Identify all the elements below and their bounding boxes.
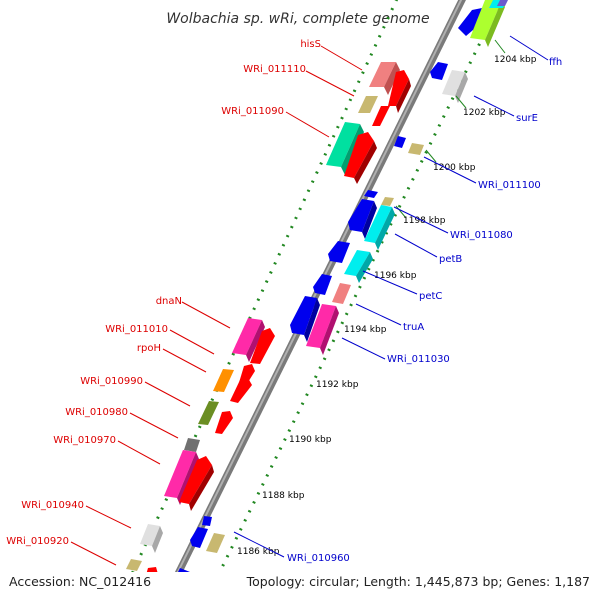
gene-arrow-hisS[interactable] bbox=[388, 70, 411, 113]
gene-arrow-WRi_010920[interactable] bbox=[114, 567, 158, 596]
inner-dotted-track bbox=[131, 0, 399, 572]
label-ffh[interactable]: ffh bbox=[549, 57, 562, 68]
label-WRi_011100[interactable]: WRi_011100 bbox=[478, 180, 541, 191]
label-petC[interactable]: petC bbox=[419, 291, 442, 302]
label-hisS[interactable]: hisS bbox=[300, 39, 321, 50]
gene-block-petB[interactable] bbox=[344, 250, 373, 283]
gene-arrow-WRi_010990[interactable] bbox=[215, 411, 233, 434]
gene-block-WRi_010960[interactable] bbox=[206, 533, 225, 553]
label-surE[interactable]: surE bbox=[516, 113, 538, 124]
gene-block-truA[interactable] bbox=[306, 304, 339, 355]
label-leader-lines bbox=[70, 35, 549, 566]
gene-arrow-bottom-blue[interactable] bbox=[176, 568, 190, 580]
label-WRi_011030[interactable]: WRi_011030 bbox=[387, 354, 450, 365]
gene-arrow-rpoH[interactable] bbox=[230, 378, 252, 403]
gene-arrow-WRi_011080[interactable] bbox=[348, 190, 378, 239]
kbp-label-1194: 1194 kbp bbox=[344, 325, 387, 335]
gene-arrow-WRi_010970[interactable] bbox=[179, 456, 214, 511]
gene-block-surE[interactable] bbox=[442, 70, 468, 103]
gene-arrow-WRi_011110[interactable] bbox=[372, 106, 390, 126]
gene-arrow-petC[interactable] bbox=[313, 274, 332, 295]
kbp-label-1196: 1196 kbp bbox=[374, 271, 417, 281]
kbp-label-1186: 1186 kbp bbox=[237, 547, 280, 557]
gene-block-petC[interactable] bbox=[332, 283, 351, 304]
label-WRi_011110[interactable]: WRi_011110 bbox=[243, 64, 306, 75]
label-truA[interactable]: truA bbox=[403, 322, 424, 333]
label-petB[interactable]: petB bbox=[439, 254, 462, 265]
label-dnaN[interactable]: dnaN bbox=[156, 296, 182, 307]
right-gene-labels: ffh surE WRi_011100 WRi_011080 petB petC… bbox=[287, 57, 562, 564]
gene-arrow-petB[interactable] bbox=[328, 241, 350, 263]
label-WRi_010960[interactable]: WRi_010960 bbox=[287, 553, 350, 564]
kbp-ticks: 1204 kbp 1202 kbp 1200 kbp 1198 kbp 1196… bbox=[237, 39, 537, 557]
gene-arrow-dnaN[interactable] bbox=[250, 328, 275, 364]
kbp-label-1188: 1188 kbp bbox=[262, 491, 305, 501]
map-title: Wolbachia sp. wRi, complete genome bbox=[166, 11, 429, 27]
label-WRi_011010[interactable]: WRi_011010 bbox=[105, 324, 168, 335]
label-WRi_010970[interactable]: WRi_010970 bbox=[53, 435, 116, 446]
gene-block-WRi_011100[interactable] bbox=[408, 143, 424, 155]
gene-block-rpoH[interactable] bbox=[213, 369, 234, 392]
gene-arrow-WRi_011100[interactable] bbox=[394, 136, 406, 148]
gene-block-WRi_010920[interactable] bbox=[126, 559, 142, 571]
gene-block-bottom-small[interactable] bbox=[206, 572, 218, 582]
gene-block-dnaN[interactable] bbox=[232, 318, 265, 362]
gene-arrow-WRi_010960[interactable] bbox=[190, 516, 212, 548]
gene-block-ffh[interactable] bbox=[470, 0, 508, 47]
gene-block-hisS[interactable] bbox=[369, 62, 400, 95]
gene-block-WRi_011110[interactable] bbox=[358, 96, 378, 113]
kbp-label-1190: 1190 kbp bbox=[289, 435, 332, 445]
left-gene-labels: hisS WRi_011110 WRi_011090 dnaN WRi_0110… bbox=[6, 39, 321, 547]
topology-label: Topology: circular; Length: 1,445,873 bp… bbox=[246, 574, 590, 589]
label-rpoH[interactable]: rpoH bbox=[137, 343, 161, 354]
label-WRi_010940[interactable]: WRi_010940 bbox=[21, 500, 84, 511]
kbp-label-1204: 1204 kbp bbox=[494, 55, 537, 65]
label-WRi_010990[interactable]: WRi_010990 bbox=[80, 376, 143, 387]
kbp-label-1202: 1202 kbp bbox=[463, 108, 506, 118]
label-WRi_011090[interactable]: WRi_011090 bbox=[221, 106, 284, 117]
gene-block-WRi_010970[interactable] bbox=[164, 450, 199, 505]
gene-arrow-WRi_011090[interactable] bbox=[344, 132, 377, 184]
gene-block-WRi_010990[interactable] bbox=[198, 401, 219, 425]
gene-arrow-surE[interactable] bbox=[430, 62, 448, 80]
accession-label: Accession: NC_012416 bbox=[9, 574, 151, 589]
label-WRi_010980[interactable]: WRi_010980 bbox=[65, 407, 128, 418]
gene-block-WRi_010980[interactable] bbox=[184, 438, 200, 452]
label-WRi_010920[interactable]: WRi_010920 bbox=[6, 536, 69, 547]
label-WRi_011080[interactable]: WRi_011080 bbox=[450, 230, 513, 241]
gene-block-WRi_010940[interactable] bbox=[140, 524, 163, 553]
kbp-label-1200: 1200 kbp bbox=[433, 163, 476, 173]
genome-backbone bbox=[174, 0, 466, 572]
gene-block-WRi_011080[interactable] bbox=[364, 197, 395, 250]
kbp-label-1198: 1198 kbp bbox=[403, 216, 446, 226]
gene-arrow-WRi_011030[interactable] bbox=[290, 296, 320, 342]
kbp-label-1192: 1192 kbp bbox=[316, 380, 359, 390]
